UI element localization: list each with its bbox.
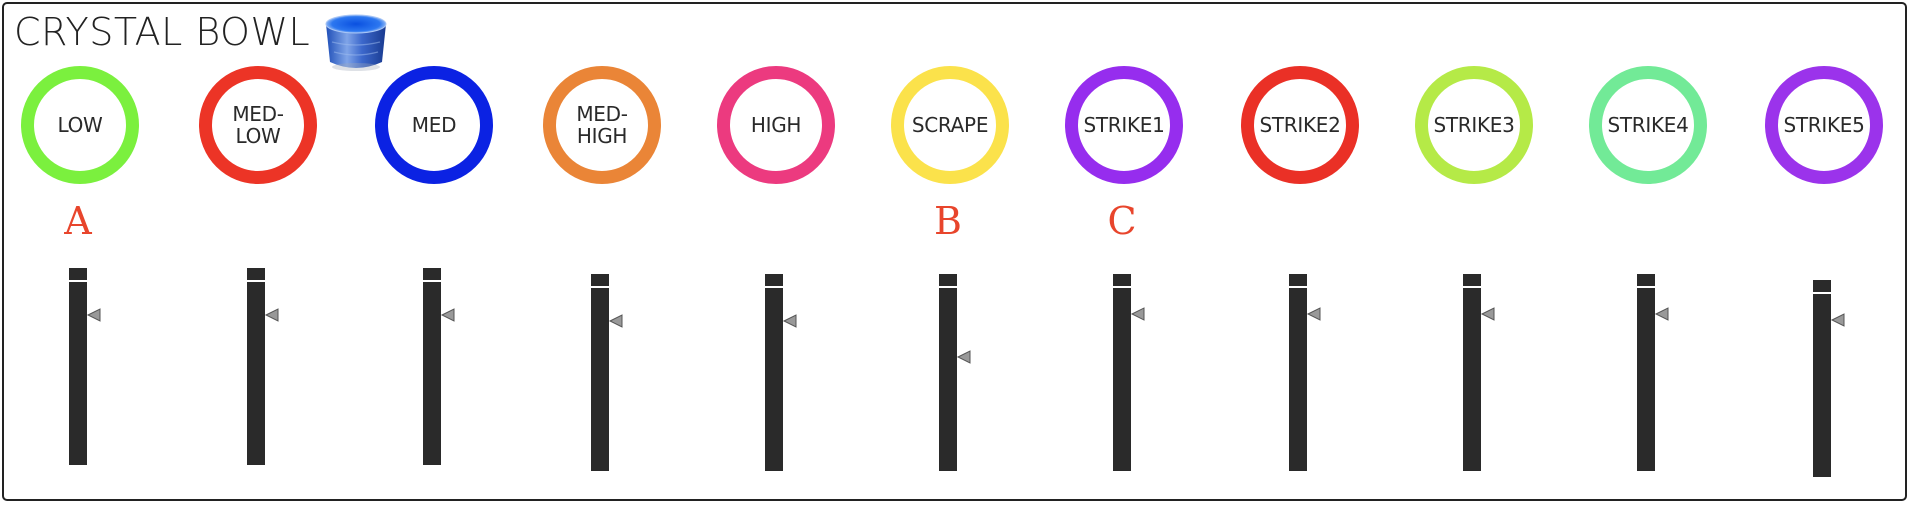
instrument-title: CRYSTAL BOWL bbox=[14, 10, 311, 54]
volume-fader-7[interactable] bbox=[1113, 274, 1145, 471]
fader-cap bbox=[423, 268, 441, 282]
volume-fader-1[interactable] bbox=[69, 268, 101, 465]
fader-handle-icon[interactable] bbox=[956, 349, 972, 365]
pad-strike4[interactable]: STRIKE4 bbox=[1589, 66, 1707, 184]
fader-cap bbox=[1813, 280, 1831, 294]
pad-label: STRIKE3 bbox=[1433, 113, 1515, 137]
volume-fader-4[interactable] bbox=[591, 274, 623, 471]
fader-handle-icon[interactable] bbox=[1130, 306, 1146, 322]
pad-high[interactable]: HIGH bbox=[717, 66, 835, 184]
pad-med-low[interactable]: MED- LOW bbox=[199, 66, 317, 184]
pad-strike2[interactable]: STRIKE2 bbox=[1241, 66, 1359, 184]
fader-cap bbox=[765, 274, 783, 288]
pad-label: HIGH bbox=[750, 113, 802, 137]
pad-scrape[interactable]: SCRAPE bbox=[891, 66, 1009, 184]
pad-label: STRIKE1 bbox=[1083, 113, 1165, 137]
fader-cap bbox=[1113, 274, 1131, 288]
fader-handle-icon[interactable] bbox=[782, 313, 798, 329]
key-letter-a: A bbox=[64, 199, 92, 243]
crystal-bowl-image bbox=[325, 14, 387, 71]
fader-handle-icon[interactable] bbox=[264, 307, 280, 323]
key-letter-c: C bbox=[1107, 199, 1137, 243]
volume-fader-11[interactable] bbox=[1813, 280, 1845, 477]
pad-strike1[interactable]: STRIKE1 bbox=[1065, 66, 1183, 184]
fader-cap bbox=[1637, 274, 1655, 288]
pad-label: STRIKE4 bbox=[1607, 113, 1689, 137]
volume-fader-3[interactable] bbox=[423, 268, 455, 465]
volume-fader-2[interactable] bbox=[247, 268, 279, 465]
fader-cap bbox=[939, 274, 957, 288]
volume-fader-6[interactable] bbox=[939, 274, 971, 471]
pad-label: STRIKE5 bbox=[1783, 113, 1865, 137]
fader-cap bbox=[1289, 274, 1307, 288]
pad-label: LOW bbox=[57, 113, 103, 137]
volume-fader-5[interactable] bbox=[765, 274, 797, 471]
pad-label: SCRAPE bbox=[911, 113, 989, 137]
fader-handle-icon[interactable] bbox=[1480, 306, 1496, 322]
pad-label: STRIKE2 bbox=[1259, 113, 1341, 137]
pad-med[interactable]: MED bbox=[375, 66, 493, 184]
pad-label: MED- LOW bbox=[232, 102, 284, 148]
fader-cap bbox=[591, 274, 609, 288]
pad-low[interactable]: LOW bbox=[21, 66, 139, 184]
pad-strike3[interactable]: STRIKE3 bbox=[1415, 66, 1533, 184]
volume-fader-10[interactable] bbox=[1637, 274, 1669, 471]
pad-label: MED bbox=[411, 113, 457, 137]
fader-handle-icon[interactable] bbox=[86, 307, 102, 323]
key-letter-b: B bbox=[934, 199, 962, 243]
fader-handle-icon[interactable] bbox=[608, 313, 624, 329]
pad-label: MED- HIGH bbox=[576, 102, 628, 148]
volume-fader-9[interactable] bbox=[1463, 274, 1495, 471]
fader-handle-icon[interactable] bbox=[440, 307, 456, 323]
fader-handle-icon[interactable] bbox=[1306, 306, 1322, 322]
fader-handle-icon[interactable] bbox=[1654, 306, 1670, 322]
fader-handle-icon[interactable] bbox=[1830, 312, 1846, 328]
fader-cap bbox=[69, 268, 87, 282]
volume-fader-8[interactable] bbox=[1289, 274, 1321, 471]
fader-cap bbox=[247, 268, 265, 282]
pad-med-high[interactable]: MED- HIGH bbox=[543, 66, 661, 184]
fader-cap bbox=[1463, 274, 1481, 288]
pad-strike5[interactable]: STRIKE5 bbox=[1765, 66, 1883, 184]
